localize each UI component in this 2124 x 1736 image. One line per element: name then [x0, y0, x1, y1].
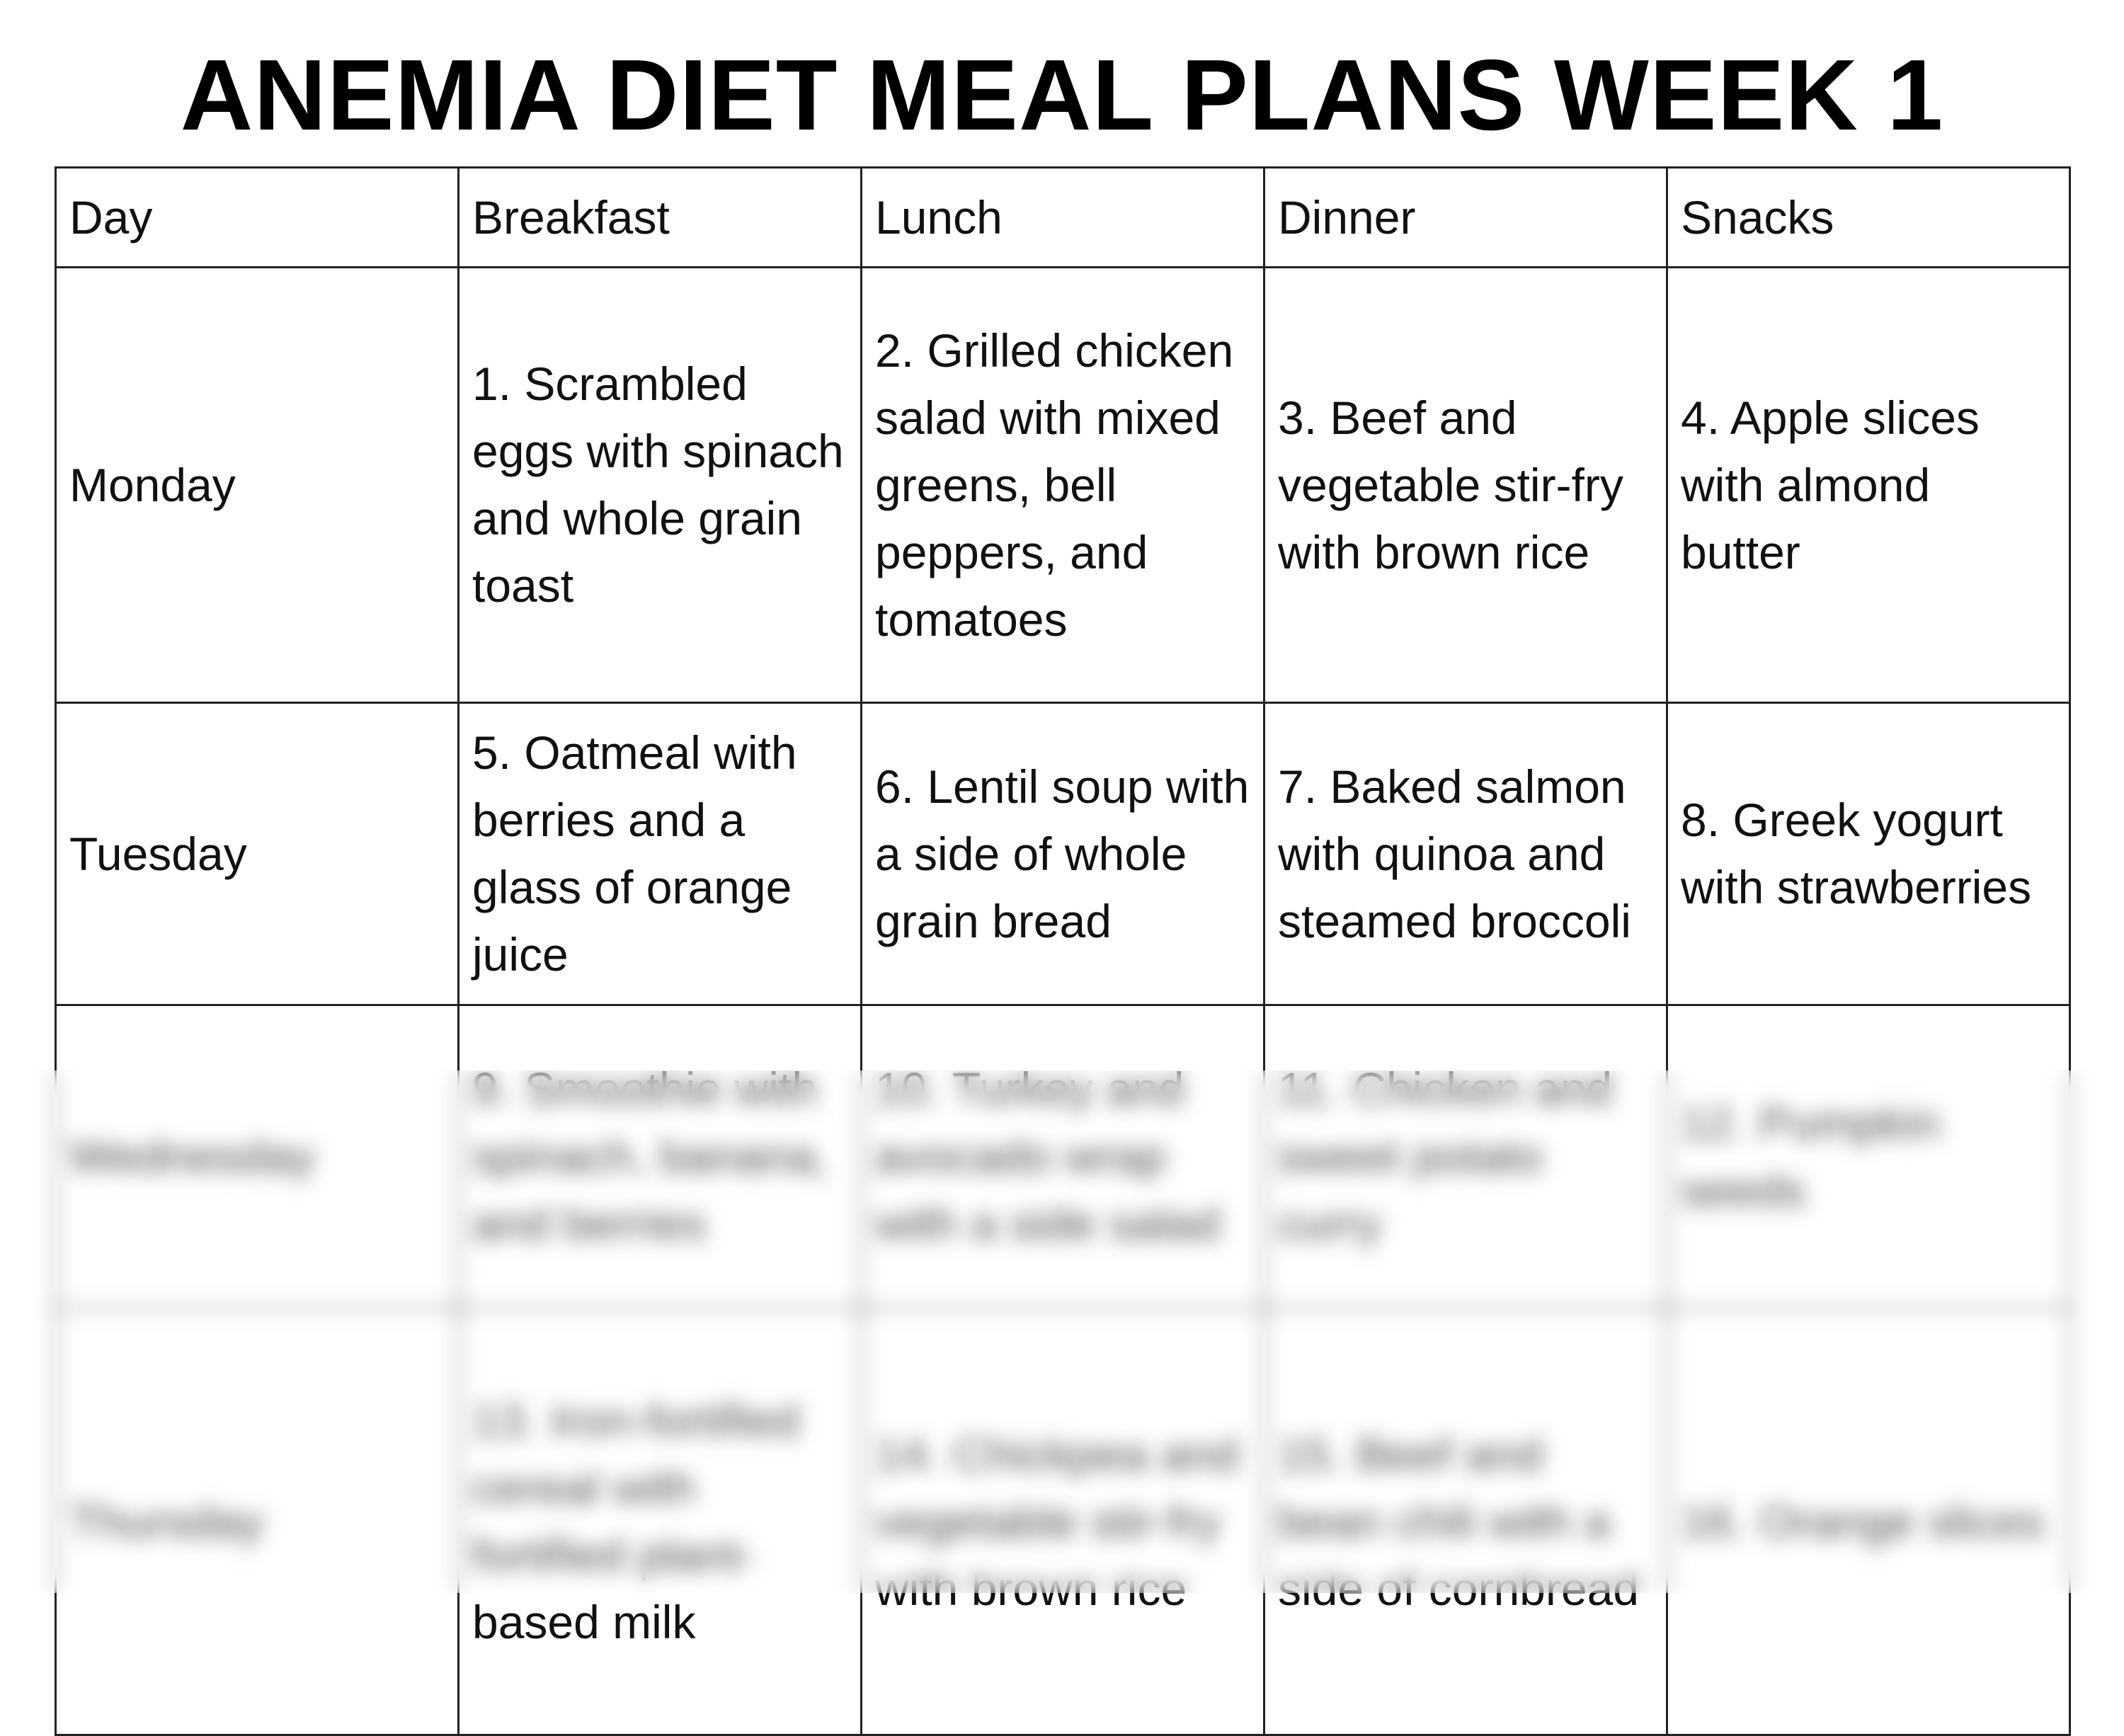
- table-header-row: Day Breakfast Lunch Dinner Snacks: [55, 166, 2071, 268]
- snacks-cell: 4. Apple slices with almond butter: [1666, 266, 2071, 704]
- header-breakfast: Breakfast: [457, 166, 862, 268]
- day-cell: Monday: [55, 266, 459, 704]
- snacks-cell: 8. Greek yogurt with strawberries: [1666, 702, 2071, 1006]
- header-snacks: Snacks: [1666, 166, 2071, 268]
- header-dinner: Dinner: [1263, 166, 1668, 268]
- dinner-cell: 7. Baked salmon with quinoa and steamed …: [1263, 702, 1668, 1006]
- lunch-cell: 6. Lentil soup with a side of whole grai…: [860, 702, 1265, 1006]
- lunch-cell: 2. Grilled chicken salad with mixed gree…: [860, 266, 1265, 704]
- header-day: Day: [55, 166, 459, 268]
- header-lunch: Lunch: [860, 166, 1265, 268]
- dinner-cell: 3. Beef and vegetable stir-fry with brow…: [1263, 266, 1668, 704]
- blur-overlay: [0, 1070, 2124, 1593]
- day-cell: Tuesday: [55, 702, 459, 1006]
- table-row: Tuesday 5. Oatmeal with berries and a gl…: [55, 702, 2071, 1006]
- breakfast-cell: 1. Scrambled eggs with spinach and whole…: [457, 266, 862, 704]
- table-row: Monday 1. Scrambled eggs with spinach an…: [55, 266, 2071, 704]
- breakfast-cell: 5. Oatmeal with berries and a glass of o…: [457, 702, 862, 1006]
- page-title: ANEMIA DIET MEAL PLANS WEEK 1: [180, 39, 1944, 152]
